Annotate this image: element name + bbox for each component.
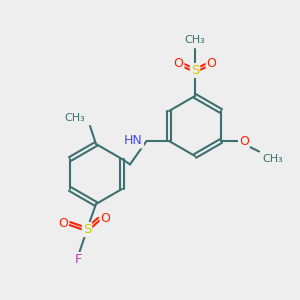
- Text: HN: HN: [124, 134, 143, 148]
- Text: S: S: [83, 223, 91, 236]
- Text: CH₃: CH₃: [184, 35, 206, 45]
- Text: CH₃: CH₃: [65, 112, 85, 123]
- Text: O: O: [174, 56, 183, 70]
- Text: O: O: [239, 134, 249, 148]
- Text: S: S: [191, 64, 199, 77]
- Text: CH₃: CH₃: [262, 154, 283, 164]
- Text: O: O: [100, 212, 110, 226]
- Text: F: F: [74, 253, 82, 266]
- Text: O: O: [58, 217, 68, 230]
- Text: O: O: [207, 56, 216, 70]
